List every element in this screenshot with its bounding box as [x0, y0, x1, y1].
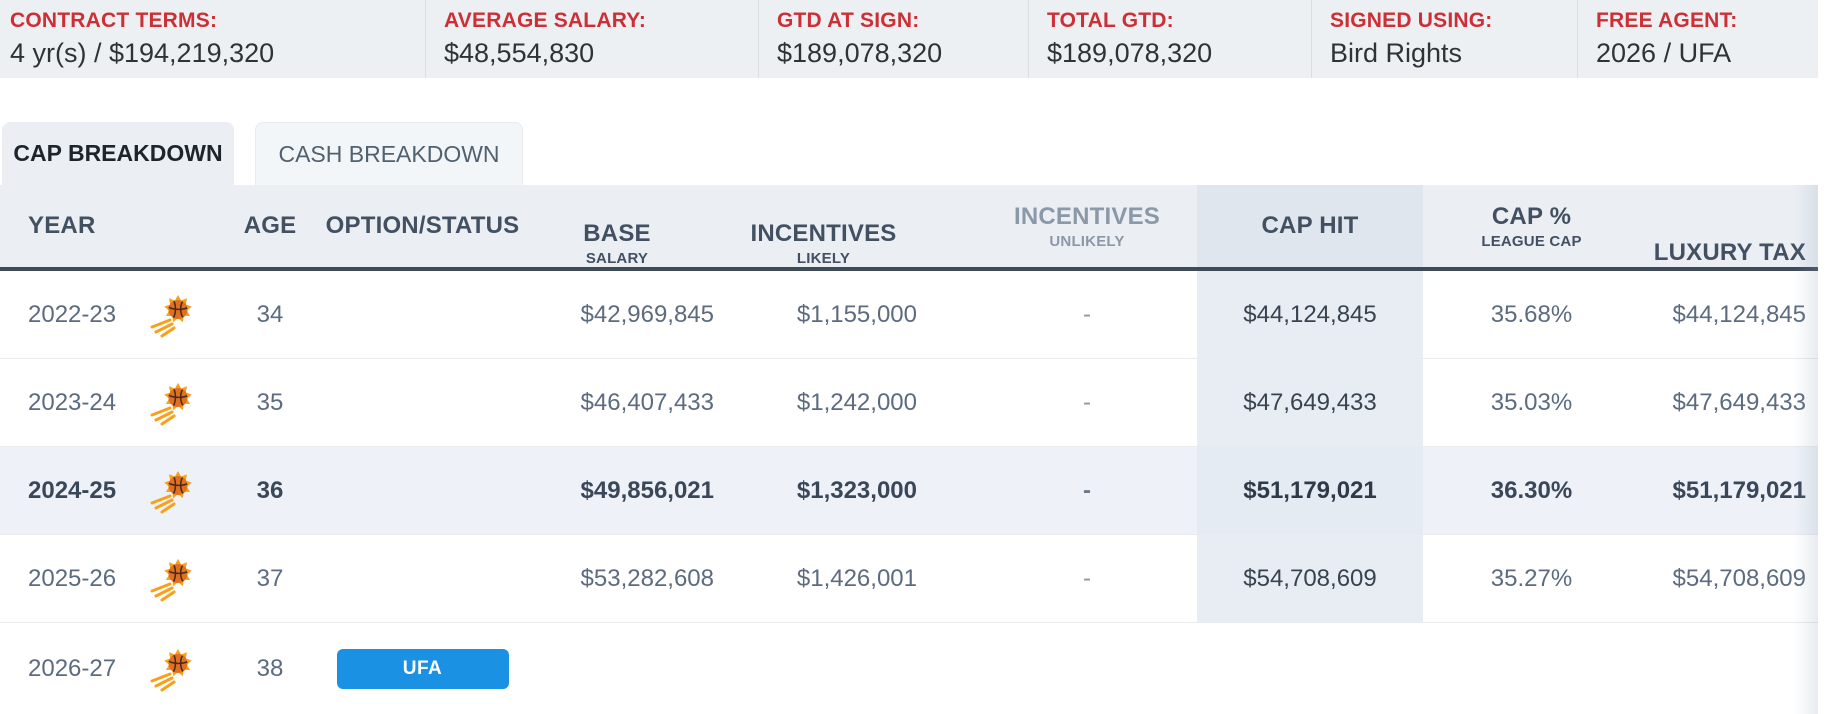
- base-salary-cell: [520, 623, 730, 714]
- year-cell: 2023-24: [28, 388, 117, 416]
- year-cell: 2022-23: [28, 300, 117, 328]
- header-luxury-tax: LUXURY TAX: [1653, 239, 1806, 266]
- option-cell: [325, 271, 520, 358]
- phoenix-suns-logo-icon[interactable]: [149, 292, 197, 338]
- year-cell: 2024-25: [28, 476, 117, 504]
- incentives-unlikely-cell: -: [1083, 564, 1091, 592]
- luxury-tax-cell: $47,649,433: [1672, 388, 1806, 416]
- phoenix-suns-logo-icon[interactable]: [149, 646, 197, 692]
- header-cap-hit: CAP HIT: [1197, 185, 1423, 267]
- header-base-salary: BASE SALARY: [583, 220, 651, 267]
- cap-breakdown-table: YEAR AGE OPTION/STATUS BASE SALARY INCEN…: [0, 185, 1838, 714]
- incentives-likely-cell: $1,242,000: [796, 388, 917, 416]
- stat-average-salary: AVERAGE SALARY: $48,554,830: [425, 0, 758, 78]
- cap-pct-cell: [1423, 623, 1640, 714]
- stat-value: 4 yr(s) / $194,219,320: [10, 38, 275, 68]
- breakdown-tabs: CAP BREAKDOWN CASH BREAKDOWN: [0, 122, 1838, 185]
- stat-value: $189,078,320: [1047, 38, 1213, 68]
- table-row: 2022-23 34: [0, 271, 1818, 359]
- base-salary-cell: $53,282,608: [580, 564, 714, 592]
- stat-value: Bird Rights: [1330, 38, 1463, 68]
- cap-hit-cell: $54,708,609: [1197, 535, 1423, 622]
- stat-label: TOTAL GTD:: [1047, 9, 1174, 32]
- cap-hit-cell: $47,649,433: [1197, 359, 1423, 446]
- stat-label: GTD AT SIGN:: [777, 9, 920, 32]
- incentives-unlikely-cell: -: [1083, 300, 1091, 328]
- table-row: 2026-27 38: [0, 623, 1818, 714]
- cap-pct-cell: 35.27%: [1490, 564, 1573, 592]
- team-cell: [130, 359, 215, 446]
- team-cell: [130, 535, 215, 622]
- incentives-unlikely-cell: -: [1083, 476, 1091, 504]
- year-cell: 2026-27: [28, 654, 117, 682]
- incentives-likely-cell: $1,155,000: [796, 300, 917, 328]
- stat-signed-using: SIGNED USING: Bird Rights: [1311, 0, 1577, 78]
- cap-pct-cell: 36.30%: [1490, 476, 1573, 504]
- luxury-tax-cell: $54,708,609: [1672, 564, 1806, 592]
- base-salary-cell: $49,856,021: [580, 476, 714, 504]
- cap-pct-cell: 35.03%: [1490, 388, 1573, 416]
- header-option-status: OPTION/STATUS: [325, 212, 520, 239]
- incentives-likely-cell: $1,426,001: [796, 564, 917, 592]
- stat-total-gtd: TOTAL GTD: $189,078,320: [1028, 0, 1311, 78]
- cap-pct-cell: 35.68%: [1490, 300, 1573, 328]
- stat-value: $48,554,830: [444, 38, 595, 68]
- base-salary-cell: $46,407,433: [580, 388, 714, 416]
- contract-summary-bar: CONTRACT TERMS: 4 yr(s) / $194,219,320 A…: [0, 0, 1818, 78]
- table-header: YEAR AGE OPTION/STATUS BASE SALARY INCEN…: [0, 185, 1818, 271]
- base-salary-cell: $42,969,845: [580, 300, 714, 328]
- year-cell: 2025-26: [28, 564, 117, 592]
- header-incentives-likely: INCENTIVES LIKELY: [750, 220, 897, 267]
- stat-label: AVERAGE SALARY:: [444, 9, 647, 32]
- cap-hit-cell: $44,124,845: [1197, 271, 1423, 358]
- header-incentives-unlikely: INCENTIVES UNLIKELY: [1013, 202, 1161, 250]
- stat-label: CONTRACT TERMS:: [10, 9, 218, 32]
- stat-value: $189,078,320: [777, 38, 943, 68]
- team-cell: [130, 623, 215, 714]
- option-cell: [325, 359, 520, 446]
- age-cell: 37: [256, 564, 284, 592]
- table-body: 2022-23 34: [0, 271, 1838, 714]
- luxury-tax-cell: $44,124,845: [1672, 300, 1806, 328]
- incentives-unlikely-cell: [977, 623, 1197, 714]
- age-cell: 36: [256, 476, 284, 504]
- luxury-tax-cell: [1640, 623, 1818, 714]
- incentives-likely-cell: $1,323,000: [796, 476, 917, 504]
- age-cell: 38: [256, 654, 284, 682]
- table-row: 2025-26 37: [0, 535, 1818, 623]
- header-team: [130, 185, 215, 267]
- table-row: 2024-25 36: [0, 447, 1818, 535]
- tab-cap-breakdown[interactable]: CAP BREAKDOWN: [2, 122, 234, 185]
- option-cell: UFA: [325, 623, 520, 714]
- option-cell: [325, 535, 520, 622]
- team-cell: [130, 271, 215, 358]
- phoenix-suns-logo-icon[interactable]: [149, 556, 197, 602]
- header-year: YEAR: [28, 212, 96, 239]
- option-cell: [325, 447, 520, 534]
- table-row: 2023-24 35: [0, 359, 1818, 447]
- luxury-tax-cell: $51,179,021: [1672, 476, 1806, 504]
- tab-cash-breakdown[interactable]: CASH BREAKDOWN: [255, 122, 523, 185]
- age-cell: 34: [256, 300, 284, 328]
- stat-free-agent: FREE AGENT: 2026 / UFA: [1577, 0, 1818, 78]
- header-cap-pct: CAP % LEAGUE CAP: [1481, 202, 1582, 250]
- stat-label: SIGNED USING:: [1330, 9, 1493, 32]
- team-cell: [130, 447, 215, 534]
- phoenix-suns-logo-icon[interactable]: [149, 380, 197, 426]
- stat-gtd-at-sign: GTD AT SIGN: $189,078,320: [758, 0, 1028, 78]
- incentives-unlikely-cell: -: [1083, 388, 1091, 416]
- stat-contract-terms: CONTRACT TERMS: 4 yr(s) / $194,219,320: [0, 0, 425, 78]
- stat-label: FREE AGENT:: [1596, 9, 1738, 32]
- age-cell: 35: [256, 388, 284, 416]
- option-button[interactable]: UFA: [336, 648, 509, 689]
- incentives-likely-cell: [730, 623, 977, 714]
- cap-hit-cell: $51,179,021: [1197, 447, 1423, 534]
- phoenix-suns-logo-icon[interactable]: [149, 468, 197, 514]
- header-age: AGE: [243, 212, 297, 239]
- stat-value: 2026 / UFA: [1596, 38, 1732, 68]
- cap-hit-cell: [1197, 623, 1423, 714]
